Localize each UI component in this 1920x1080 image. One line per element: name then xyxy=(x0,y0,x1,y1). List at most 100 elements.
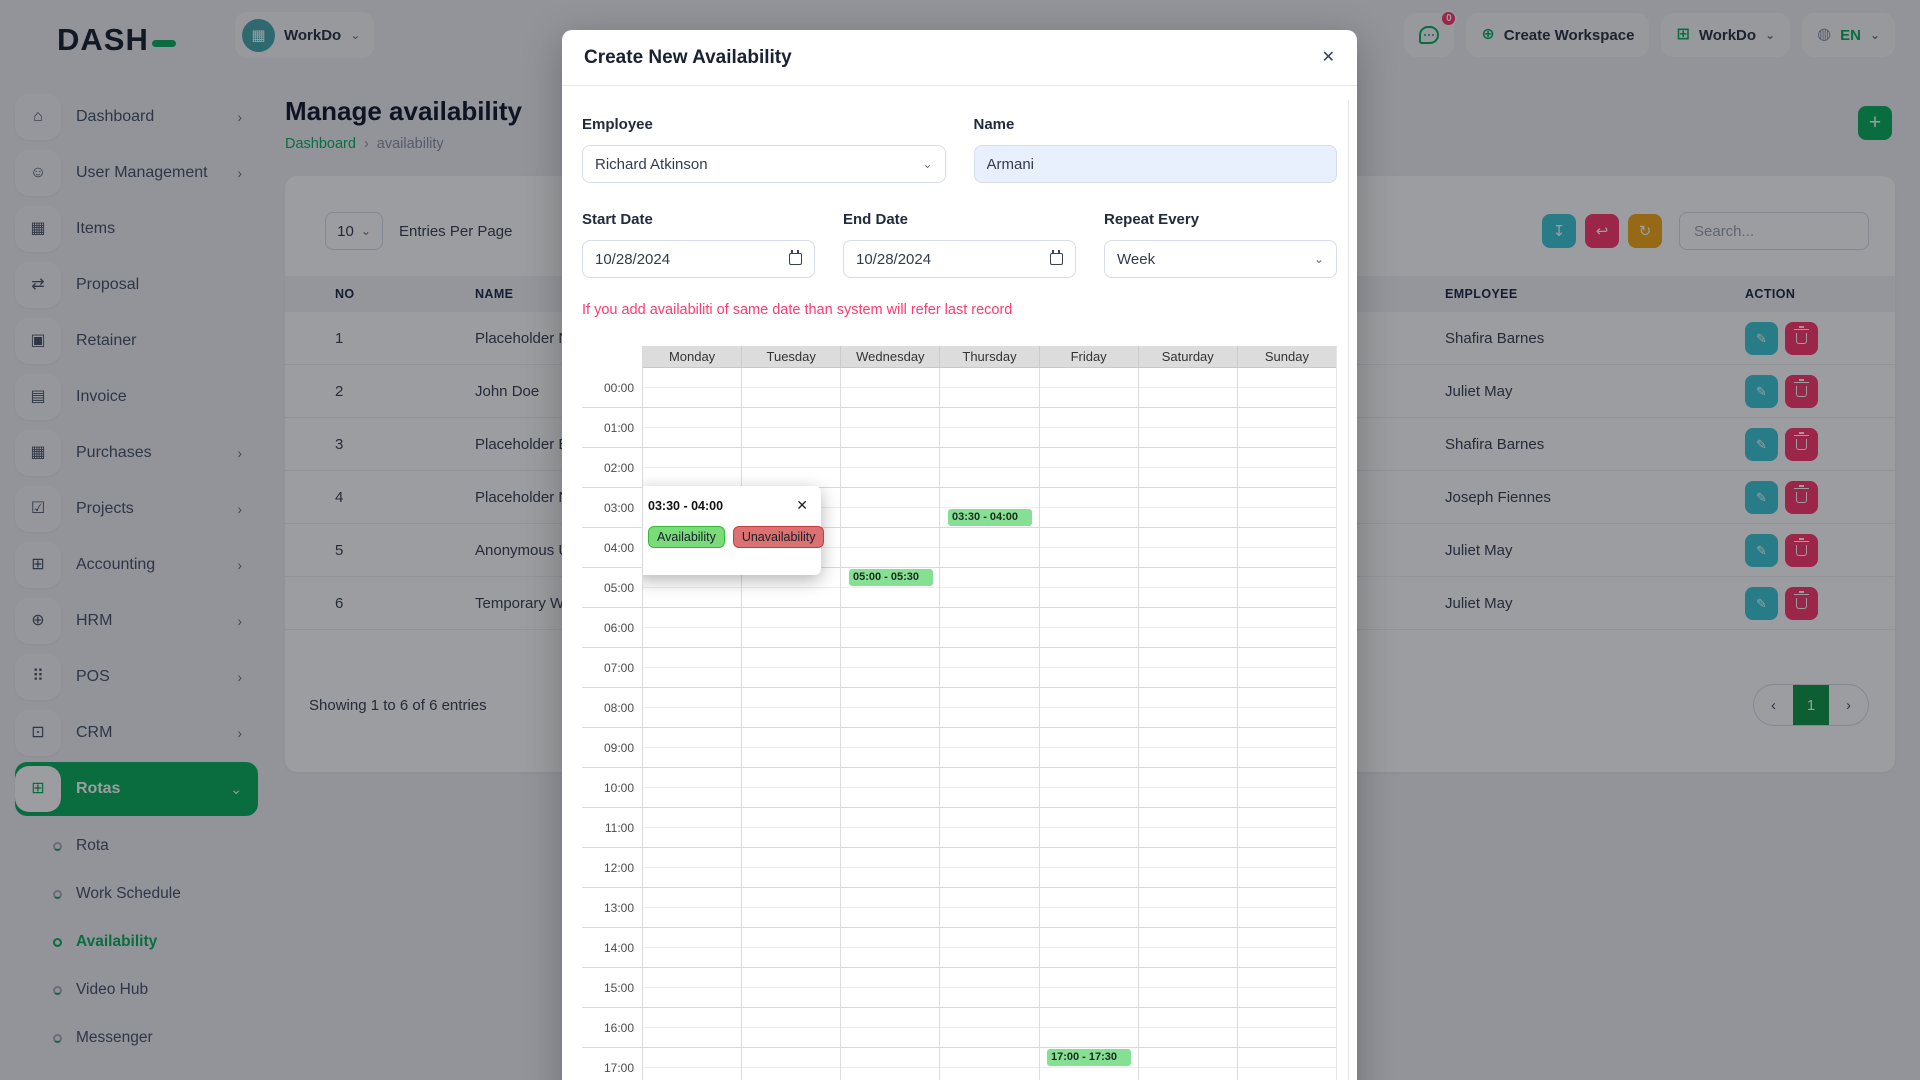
workspace-switcher[interactable]: ▦ WorkDo ⌄ xyxy=(235,12,375,58)
sidebar-subitem[interactable]: Video Hub xyxy=(15,966,258,1014)
event-label: 05:00 - 05:30 xyxy=(852,571,920,583)
pos-icon: ⠿ xyxy=(32,668,44,685)
sidebar-item[interactable]: ▦ Purchases › xyxy=(15,430,258,476)
calendar-day-column[interactable] xyxy=(643,368,743,1080)
sidebar-item[interactable]: ☺ User Management › xyxy=(15,150,258,196)
messages-button[interactable]: 0 xyxy=(1404,10,1458,57)
delete-button[interactable] xyxy=(1785,533,1818,567)
name-input[interactable] xyxy=(973,145,1337,183)
sidebar-item[interactable]: ▤ Invoice xyxy=(15,374,258,420)
calendar-day-headers: Monday Tuesday Wednesday Thursday Friday Satu… xyxy=(643,346,1336,368)
sidebar-item-iconbox: ▦ xyxy=(15,430,61,476)
availability-warning: If you add availabiliti of same date tha… xyxy=(582,302,1013,318)
invoice-icon: ▤ xyxy=(30,388,46,405)
workspace-menu-button[interactable]: ⊞ WorkDo ⌄ xyxy=(1661,13,1791,57)
sidebar-item[interactable]: ⊞ Accounting › xyxy=(15,542,258,588)
calendar-day-column[interactable] xyxy=(841,368,941,1080)
delete-button[interactable] xyxy=(1785,374,1818,408)
cell-employee: Shafira Barnes xyxy=(1445,435,1545,453)
calendar-event[interactable]: 17:00 - 17:30 xyxy=(1046,1049,1131,1066)
cart-icon: ▦ xyxy=(30,220,46,237)
sidebar-item[interactable]: ▣ Retainer xyxy=(15,318,258,364)
dash-logo[interactable]: DASH xyxy=(57,22,176,58)
sidebar-item[interactable]: ☑ Projects › xyxy=(15,486,258,532)
sidebar-item-iconbox: ⊕ xyxy=(15,598,61,644)
edit-button[interactable]: ✎ xyxy=(1745,533,1778,567)
edit-icon: ✎ xyxy=(1756,330,1767,346)
calendar-event[interactable]: 03:30 - 04:00 xyxy=(948,509,1032,526)
sidebar-item-iconbox: ⊞ xyxy=(15,766,61,812)
sidebar-item-label: Items xyxy=(76,220,116,237)
close-icon: ✕ xyxy=(796,497,808,513)
download-icon: ↧ xyxy=(1552,222,1566,240)
calendar-columns xyxy=(643,368,1336,1080)
delete-button[interactable] xyxy=(1785,427,1818,461)
sidebar-item-label: Invoice xyxy=(76,388,127,405)
start-date-input[interactable]: 10/28/2024 xyxy=(582,240,815,278)
sidebar-item[interactable]: ⌂ Dashboard › xyxy=(15,94,258,140)
create-workspace-button[interactable]: ⊕ Create Workspace xyxy=(1466,13,1650,57)
cell-no: 3 xyxy=(335,435,344,453)
export-button[interactable]: ↧ xyxy=(1542,214,1576,248)
language-selector[interactable]: ◍ EN ⌄ xyxy=(1802,13,1895,57)
sidebar-subitem[interactable]: Work Schedule xyxy=(15,870,258,918)
add-availability-button[interactable]: + xyxy=(1858,106,1892,140)
sidebar-item[interactable]: ⇄ Proposal xyxy=(15,262,258,308)
cell-no: 2 xyxy=(335,382,344,400)
entries-per-page-select[interactable]: 10 ⌄ xyxy=(325,212,383,250)
calendar-day-column[interactable] xyxy=(742,368,842,1080)
calendar-day-column[interactable] xyxy=(1237,368,1336,1080)
sidebar-subitem[interactable]: Rota xyxy=(15,822,258,870)
breadcrumb-current: availability xyxy=(376,136,444,152)
day-header: Saturday xyxy=(1137,346,1237,367)
edit-button[interactable]: ✎ xyxy=(1745,586,1778,620)
cell-name: Placeholder E xyxy=(475,435,569,453)
next-page-button[interactable]: › xyxy=(1829,685,1868,725)
bullet-icon xyxy=(53,841,62,851)
reset-button[interactable]: ↻ xyxy=(1628,214,1662,248)
repeat-label: Repeat Every xyxy=(1104,211,1200,228)
sidebar-item[interactable]: ⊡ CRM › xyxy=(15,710,258,756)
edit-button[interactable]: ✎ xyxy=(1745,374,1778,408)
popup-close-button[interactable]: ✕ xyxy=(796,497,808,515)
end-date-input[interactable]: 10/28/2024 xyxy=(843,240,1076,278)
column-header: EMPLOYEE xyxy=(1445,287,1518,301)
sidebar-subitem[interactable]: Availability xyxy=(15,918,258,966)
search-input[interactable] xyxy=(1679,212,1869,250)
popup-action-button[interactable]: Availability xyxy=(648,526,725,548)
employee-select[interactable]: Richard Atkinson ⌄ xyxy=(582,145,946,183)
current-page[interactable]: 1 xyxy=(1793,685,1829,725)
sidebar-item[interactable]: ⊞ Rotas ⌄ xyxy=(15,762,258,816)
breadcrumb-dashboard-link[interactable]: Dashboard xyxy=(285,136,356,152)
bullet-icon xyxy=(53,937,62,947)
chevron-right-icon: › xyxy=(237,109,242,125)
end-date-value: 10/28/2024 xyxy=(856,250,932,268)
calendar-event[interactable]: 05:00 - 05:30 xyxy=(848,569,933,586)
modal-close-button[interactable]: ✕ xyxy=(1322,49,1335,67)
repeat-select[interactable]: Week ⌄ xyxy=(1104,240,1337,278)
edit-button[interactable]: ✎ xyxy=(1745,321,1778,355)
time-label: 01:00 xyxy=(603,421,634,435)
delete-button[interactable] xyxy=(1785,321,1818,355)
create-workspace-label: Create Workspace xyxy=(1503,26,1635,44)
edit-button[interactable]: ✎ xyxy=(1745,427,1778,461)
calendar-day-column[interactable] xyxy=(940,368,1040,1080)
delete-button[interactable] xyxy=(1785,586,1818,620)
edit-button[interactable]: ✎ xyxy=(1745,480,1778,514)
time-label: 05:00 xyxy=(603,581,634,595)
sidebar-subitem-label: Video Hub xyxy=(76,981,149,998)
sidebar-item[interactable]: ▦ Items xyxy=(15,206,258,252)
calendar-day-column[interactable] xyxy=(1138,368,1238,1080)
prev-page-button[interactable]: ‹ xyxy=(1754,685,1793,725)
back-button[interactable]: ↩ xyxy=(1585,214,1619,248)
sidebar-item[interactable]: ⊕ HRM › xyxy=(15,598,258,644)
column-header: ACTION xyxy=(1745,287,1796,301)
sidebar-subitem[interactable]: Messenger xyxy=(15,1014,258,1062)
sidebar-item[interactable]: ⠿ POS › xyxy=(15,654,258,700)
sidebar-item-label: CRM xyxy=(76,724,113,741)
calendar-day-column[interactable] xyxy=(1039,368,1139,1080)
popup-time-range: 03:30 - 04:00 xyxy=(648,499,724,513)
delete-button[interactable] xyxy=(1785,480,1818,514)
popup-action-button[interactable]: Unavailability xyxy=(732,526,825,548)
